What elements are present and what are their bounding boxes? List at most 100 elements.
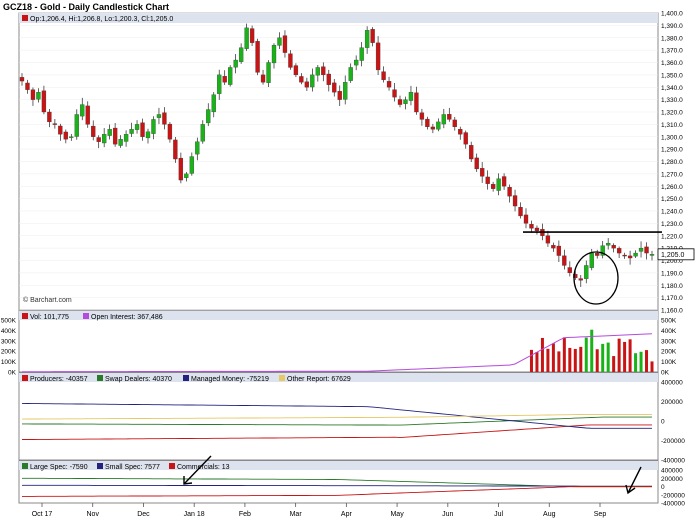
cot-panel-2: Large Spec: -7590 Small Spec: 7577 Comme…: [18, 455, 685, 508]
x-axis-label: Jun: [442, 511, 453, 518]
price-tick-label: 1,340.0: [661, 85, 683, 92]
volume-bar: [634, 353, 638, 372]
candle-body: [408, 92, 414, 101]
candle-body: [189, 156, 194, 174]
price-tick-label: 1,230.0: [661, 221, 683, 228]
small-spec-legend: Small Spec: 7577: [105, 464, 160, 471]
volume-tick-label: 500K: [661, 318, 677, 325]
candle-body: [556, 245, 562, 256]
cot2-series-lines: [22, 477, 652, 497]
candle-body: [184, 173, 189, 178]
x-axis-label: Nov: [87, 511, 100, 518]
candle-body: [529, 224, 534, 229]
volume-bar: [568, 347, 572, 372]
large-spec-legend-swatch: [22, 463, 28, 469]
candle-body: [282, 35, 288, 53]
candle-body: [140, 122, 145, 137]
open-interest-line: [22, 333, 653, 373]
volume-panel: Vol: 101,775 Open Interest: 367,486 0K0K…: [1, 310, 677, 377]
price-gridlines: [19, 12, 658, 311]
candle-body: [47, 111, 52, 123]
price-tick-label: 1,310.0: [661, 122, 683, 129]
x-axis-label: May: [390, 511, 404, 518]
last-price-box: [657, 248, 695, 261]
candle-body: [52, 123, 58, 125]
candle-body: [447, 114, 452, 120]
open-interest-legend-swatch: [83, 313, 89, 319]
candle-body: [343, 82, 348, 100]
candle-body: [534, 227, 540, 231]
candle-body: [129, 129, 134, 134]
candle-body: [392, 89, 397, 98]
chart-title: GCZ18 - Gold - Daily Candlestick Chart: [3, 2, 169, 12]
candle-body: [370, 29, 375, 43]
swap-dealers-legend: Swap Dealers: 40370: [105, 376, 172, 383]
volume-bar: [595, 349, 599, 372]
candle-body: [545, 235, 551, 244]
candle-body: [595, 253, 600, 256]
candle-body: [178, 157, 184, 181]
price-panel: Op:1,206.4, Hi:1,206.8, Lo:1,200.3, Cl:1…: [18, 11, 695, 315]
price-tick-label: 1,380.0: [661, 35, 683, 42]
price-tick-label: 1,160.0: [661, 308, 683, 315]
candle-body: [85, 105, 90, 125]
volume-panel-header: [19, 311, 658, 320]
candle-body: [211, 94, 216, 113]
volume-bar: [623, 341, 627, 372]
candle-body: [151, 119, 156, 134]
candle-body: [485, 176, 490, 184]
volume-bar: [645, 350, 649, 372]
candle-body: [112, 127, 118, 145]
price-tick-label: 1,220.0: [661, 233, 683, 240]
volume-tick-label: 400K: [661, 328, 677, 335]
volume-bar: [535, 352, 539, 372]
candle-body: [551, 245, 556, 249]
commercials-legend-swatch: [169, 463, 175, 469]
annotation-arrow-1: [183, 455, 212, 485]
candle-body: [74, 114, 79, 137]
cot-tick-label: 0: [661, 419, 665, 426]
volume-bar: [529, 349, 533, 372]
volume-bar: [606, 342, 610, 372]
candle-body: [271, 45, 277, 64]
cot-tick-label: 200000: [661, 476, 683, 483]
volume-axis-ticks: 0K 0K 100K 100K 200K 200K 300K 300K 400K 400K 500K…: [1, 318, 677, 377]
candle-body: [107, 129, 112, 136]
candle-body: [233, 59, 238, 68]
candle-body: [195, 141, 200, 155]
candle-body: [293, 65, 299, 76]
x-axis-label: Aug: [543, 511, 556, 518]
candle-body: [63, 131, 68, 140]
commercials-line: [22, 486, 652, 497]
candle-body: [452, 119, 457, 128]
candle-body: [217, 74, 222, 94]
volume-bar: [590, 329, 594, 372]
candle-body: [222, 76, 227, 83]
swap-dealers-line: [22, 416, 652, 426]
candle-body: [156, 114, 162, 118]
cot-tick-label: -200000: [661, 492, 685, 499]
candle-body: [19, 77, 25, 82]
candle-body: [386, 81, 392, 88]
volume-bar: [612, 356, 616, 372]
volume-tick-label: 100K: [661, 359, 677, 366]
candle-body: [414, 92, 419, 113]
candle-body: [173, 139, 178, 160]
swap-dealers-legend-swatch: [97, 375, 103, 381]
volume-bar: [546, 348, 550, 372]
price-tick-label: 1,330.0: [661, 97, 683, 104]
candle-body: [326, 73, 331, 85]
candle-body: [304, 81, 310, 88]
candle-body: [315, 67, 320, 76]
price-tick-label: 1,260.0: [661, 184, 683, 191]
producers-line: [22, 424, 652, 440]
commercials-legend: Commercials: 13: [177, 464, 230, 471]
volume-tick-label: 0K: [661, 370, 670, 377]
cot2-panel-header: [19, 461, 658, 470]
price-tick-label: 1,390.0: [661, 23, 683, 30]
candle-body: [562, 255, 567, 266]
candle-body: [507, 186, 512, 197]
volume-bar: [628, 339, 632, 372]
cot1-axis-ticks: -400000 -200000 0 200000 400000: [661, 380, 685, 465]
